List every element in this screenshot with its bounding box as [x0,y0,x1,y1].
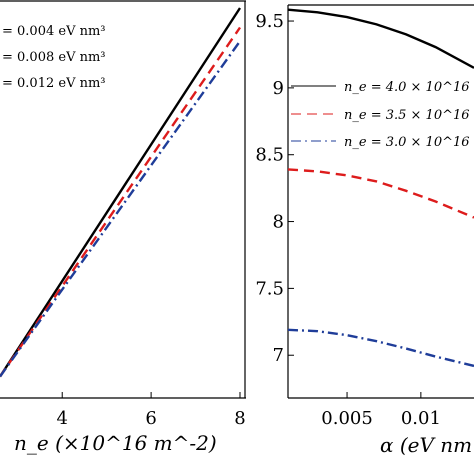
left-x-axis-label: n_e (×10^16 m^-2) [14,431,217,455]
right-legend: n_e = 4.0 × 10^16 m^- n_e = 3.5 × 10^16 … [291,80,474,150]
series-line [0,40,241,378]
chart-left: 4 6 8 = 0.004 eV nm³ = 0.008 eV nm³ = 0.01… [0,0,246,455]
x-tick-label: 0.01 [401,408,441,429]
y-tick-label: 8.5 [255,145,284,166]
y-tick-label: 9 [273,78,284,99]
legend-entry: n_e = 4.0 × 10^16 m^- [344,80,474,95]
left-legend: = 0.004 eV nm³ = 0.008 eV nm³ = 0.012 eV… [2,24,106,91]
y-tick-label: 7 [273,345,284,366]
right-x-ticks: 0.005 0.01 [321,392,441,429]
series-line [0,26,241,378]
series-line [0,7,242,378]
chart-right: 7 7.5 8 8.5 9 9.5 0.005 0.01 n_e = 4.0 × 10^16… [255,4,474,457]
x-tick-label: 6 [145,408,156,429]
series-line [287,168,474,219]
x-tick-label: 4 [56,408,67,429]
right-x-axis-label: α (eV nm [380,433,472,457]
left-x-ticks: 4 6 8 [56,392,246,429]
right-y-ticks: 7 7.5 8 8.5 9 9.5 [255,11,294,366]
x-tick-label: 8 [234,408,245,429]
series-line [287,328,474,368]
x-tick-label: 0.005 [321,408,373,429]
right-series-lines [287,8,474,368]
y-tick-label: 9.5 [255,11,284,32]
legend-entry: n_e = 3.0 × 10^16 m^- [344,135,474,150]
series-line [287,8,474,69]
legend-entry: = 0.004 eV nm³ [2,24,106,39]
left-series-lines [0,7,242,378]
legend-entry: = 0.008 eV nm³ [2,50,106,65]
legend-entry: n_e = 3.5 × 10^16 m^- [344,108,474,123]
y-tick-label: 7.5 [255,278,284,299]
y-tick-label: 8 [273,212,284,233]
legend-entry: = 0.012 eV nm³ [2,76,106,91]
